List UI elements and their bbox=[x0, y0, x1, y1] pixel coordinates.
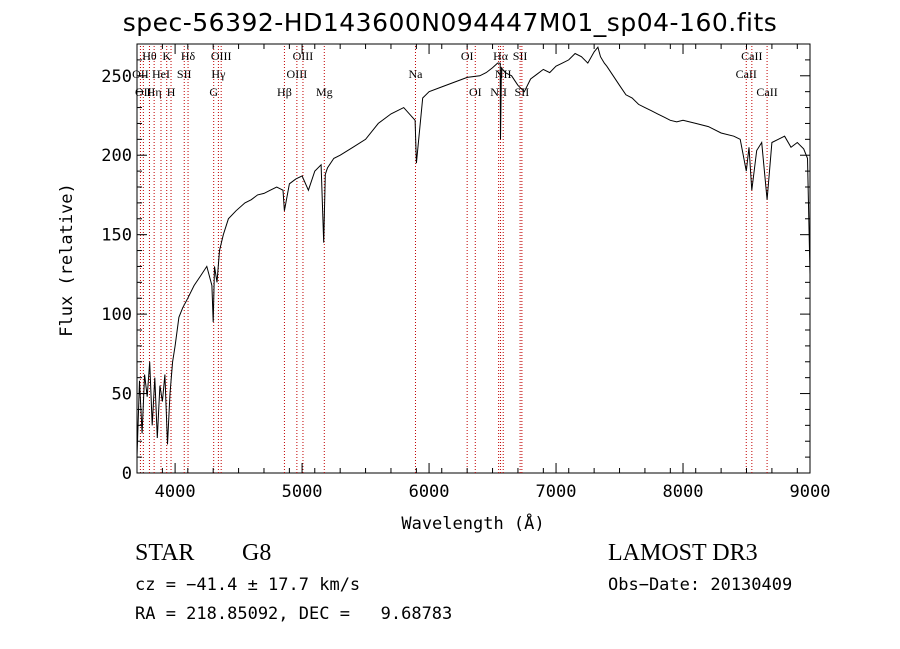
line-marker-label: G bbox=[209, 85, 218, 99]
line-marker-label: OIII bbox=[211, 49, 232, 63]
line-marker-label: Hη bbox=[147, 85, 162, 99]
line-marker-label: NII bbox=[495, 67, 512, 81]
line-marker-label: CaII bbox=[741, 49, 762, 63]
y-tick-label: 50 bbox=[112, 385, 132, 405]
x-axis: 4000 5000 6000 7000 8000 9000 bbox=[136, 44, 831, 502]
y-axis: 0 50 100 150 200 250 bbox=[101, 59, 810, 484]
x-tick-label: 7000 bbox=[536, 482, 577, 502]
ra-dec-coordinates: RA = 218.85092, DEC = 9.68783 bbox=[135, 604, 453, 624]
y-tick-label: 150 bbox=[101, 226, 132, 246]
line-marker-label: Hα bbox=[493, 49, 509, 63]
line-marker-label: OIII bbox=[293, 49, 314, 63]
chart-title: spec-56392-HD143600N094447M01_sp04-160.f… bbox=[122, 8, 778, 37]
line-marker-label: SII bbox=[177, 67, 192, 81]
x-tick-label: 9000 bbox=[790, 482, 831, 502]
line-marker-label: Mg bbox=[316, 85, 333, 99]
observation-date: Obs−Date: 20130409 bbox=[608, 575, 793, 595]
redshift-cz: cz = −41.4 ± 17.7 km/s bbox=[135, 575, 361, 595]
object-subclass: G8 bbox=[242, 540, 272, 566]
line-marker-label: HeI bbox=[152, 67, 170, 81]
object-class: STAR bbox=[135, 540, 195, 566]
y-tick-label: 250 bbox=[101, 67, 132, 87]
line-marker-label: Hγ bbox=[211, 67, 226, 81]
line-marker-label: OI bbox=[469, 85, 482, 99]
x-axis-label: Wavelength (Å) bbox=[401, 512, 544, 534]
line-marker-label: Na bbox=[408, 67, 423, 81]
y-tick-label: 200 bbox=[101, 146, 132, 166]
line-marker-label: K bbox=[162, 49, 171, 63]
line-marker-label: OII bbox=[135, 85, 152, 99]
y-tick-label: 0 bbox=[122, 464, 132, 484]
y-axis-label: Flux (relative) bbox=[57, 183, 77, 337]
survey-name: LAMOST DR3 bbox=[608, 540, 758, 566]
line-marker-label: OIII bbox=[287, 67, 308, 81]
line-marker-label: H bbox=[167, 85, 176, 99]
plot-frame bbox=[136, 43, 811, 474]
line-marker-label: Hβ bbox=[277, 85, 292, 99]
line-marker-label: SII bbox=[513, 49, 528, 63]
x-tick-label: 4000 bbox=[155, 482, 196, 502]
line-marker-label: CaII bbox=[736, 67, 757, 81]
line-marker-label: CaII bbox=[756, 85, 777, 99]
x-tick-label: 8000 bbox=[663, 482, 704, 502]
spectrum-line bbox=[136, 46, 811, 458]
x-tick-label: 6000 bbox=[409, 482, 450, 502]
line-marker-label: OI bbox=[461, 49, 474, 63]
line-marker-label: Hθ bbox=[142, 49, 157, 63]
y-tick-label: 100 bbox=[101, 305, 132, 325]
x-tick-label: 5000 bbox=[282, 482, 323, 502]
line-markers: OIIOIIHθHηHeIKHSIIHδGHγOIIIHβOIIIOIIIMgN… bbox=[132, 46, 778, 473]
line-marker-label: NII bbox=[490, 85, 507, 99]
line-marker-label: OII bbox=[132, 67, 149, 81]
line-marker-label: Hδ bbox=[181, 49, 196, 63]
